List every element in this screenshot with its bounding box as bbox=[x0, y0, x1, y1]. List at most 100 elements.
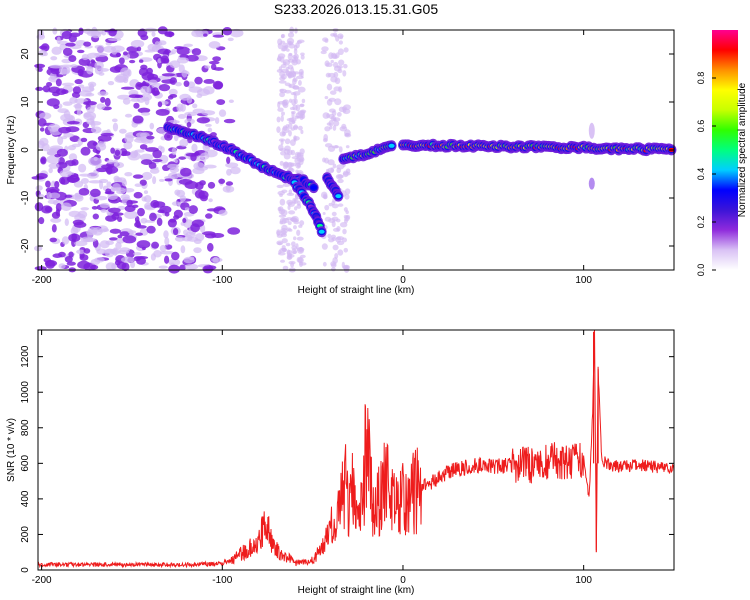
spectrogram-blob bbox=[183, 43, 194, 47]
spectrogram-blob bbox=[173, 215, 180, 220]
spectrogram-blob bbox=[278, 144, 284, 151]
spectrogram-blob bbox=[342, 264, 351, 270]
spectrogram-blob bbox=[169, 219, 177, 223]
spectrogram-blob bbox=[107, 193, 118, 201]
colorbar-gradient bbox=[712, 30, 738, 270]
spectrogram-blob bbox=[223, 118, 236, 124]
spectrogram-blob bbox=[45, 187, 60, 194]
y-tick-label: 0 bbox=[20, 147, 31, 153]
spectrogram-blob bbox=[184, 118, 195, 125]
spectrogram-blob bbox=[133, 252, 142, 256]
spectrogram-blob bbox=[91, 205, 98, 210]
spectrogram-blob bbox=[150, 200, 160, 209]
spectrogram-blob bbox=[129, 59, 136, 64]
spectrogram-blob bbox=[214, 117, 220, 124]
spectrogram-blob bbox=[137, 207, 145, 217]
spectrogram-blob bbox=[45, 180, 51, 188]
spectrogram-blob bbox=[46, 155, 60, 164]
spectrogram-blob bbox=[80, 177, 89, 184]
y-tick-label: 0 bbox=[20, 567, 31, 573]
spectrogram-blob bbox=[83, 111, 97, 121]
spectrogram-blob bbox=[137, 107, 151, 114]
spectrogram-blob bbox=[151, 31, 156, 37]
spectrogram-blob bbox=[60, 177, 66, 185]
spectrogram-blob bbox=[168, 88, 178, 96]
spectrogram-blob bbox=[40, 156, 47, 165]
spectrogram-blob bbox=[179, 138, 189, 147]
spectrogram-blob bbox=[127, 230, 137, 234]
spectrogram-blob bbox=[50, 67, 61, 75]
spectrogram-y-label: Frequency (Hz) bbox=[6, 116, 17, 185]
spectrogram-blob bbox=[136, 256, 147, 265]
spectrogram-blob bbox=[135, 232, 143, 236]
spectrogram-blob bbox=[146, 225, 156, 234]
spectrogram-blob bbox=[108, 37, 122, 42]
spectrogram-blob bbox=[171, 201, 181, 206]
spectrogram-blob bbox=[344, 193, 350, 200]
spectrogram-blob bbox=[151, 87, 160, 96]
y-tick-label: 200 bbox=[20, 526, 31, 543]
spectrogram-blob bbox=[117, 94, 131, 100]
spectrogram-blob bbox=[332, 227, 340, 232]
spectrogram-blob bbox=[108, 237, 118, 241]
spectrogram-blob bbox=[104, 248, 115, 258]
spectrogram-blob bbox=[228, 99, 234, 103]
spectrogram-blob bbox=[297, 86, 306, 93]
spectrogram-blob bbox=[68, 55, 77, 63]
spectrogram-blob bbox=[216, 99, 226, 105]
x-tick-label: -200 bbox=[32, 575, 52, 586]
spectrogram-blob bbox=[155, 108, 170, 116]
ridge-stable-line bbox=[397, 138, 677, 157]
spectrogram-blob bbox=[156, 217, 163, 227]
spectrogram-blob bbox=[87, 140, 98, 150]
spectrogram-blob bbox=[133, 102, 140, 109]
spectrogram-blob bbox=[222, 27, 233, 36]
spectrogram-blob bbox=[218, 178, 226, 184]
spectrogram-blob bbox=[329, 90, 337, 95]
spectrogram-blob bbox=[51, 46, 62, 55]
spectrogram-blob bbox=[133, 191, 143, 199]
y-tick-label: 400 bbox=[20, 490, 31, 507]
spectrogram-blob bbox=[35, 86, 44, 92]
spectrogram-blob bbox=[294, 206, 298, 211]
ridge-core bbox=[388, 143, 395, 148]
spectrogram-blob bbox=[291, 241, 296, 247]
spectrogram-blob bbox=[337, 178, 344, 184]
spectrogram-blob bbox=[294, 27, 298, 34]
spectrogram-blob bbox=[343, 247, 349, 253]
spectrogram-blob bbox=[280, 259, 286, 263]
spectrogram-blob bbox=[286, 162, 293, 169]
spectrogram-blob bbox=[139, 179, 147, 186]
spectrogram-blob bbox=[58, 66, 71, 75]
snr-frame bbox=[37, 329, 675, 571]
spectrogram-blob bbox=[130, 150, 138, 159]
spectrogram-blob bbox=[208, 198, 213, 203]
spectrogram-blob bbox=[136, 46, 142, 52]
spectrogram-blob bbox=[41, 143, 50, 152]
spectrogram-blob bbox=[328, 97, 336, 102]
spectrogram-blob bbox=[278, 66, 283, 71]
spectrogram-blob bbox=[140, 153, 154, 162]
spectrogram-blob bbox=[55, 88, 67, 95]
spectrogram-blob bbox=[106, 181, 112, 188]
spectrogram-blob bbox=[193, 238, 202, 244]
spectrogram-blob bbox=[288, 52, 293, 57]
spectrogram-blob bbox=[61, 236, 70, 245]
spectrogram-blob bbox=[74, 78, 83, 85]
spectrogram-blob bbox=[39, 127, 45, 132]
spectrogram-blob bbox=[111, 263, 118, 270]
spectrogram-blob bbox=[287, 64, 294, 70]
spectrogram-blob bbox=[38, 45, 48, 50]
spectrogram-blob bbox=[332, 32, 338, 37]
spectrogram-blob bbox=[335, 236, 342, 243]
spectrogram-blob bbox=[279, 88, 284, 92]
spectrogram-blob bbox=[109, 228, 122, 234]
spectrogram-blob bbox=[152, 176, 157, 185]
spectrogram-blob bbox=[100, 96, 106, 103]
spectrogram-blob bbox=[290, 110, 296, 115]
spectrogram-blob bbox=[213, 81, 223, 90]
spectrogram-blob bbox=[94, 61, 104, 70]
spectrogram-blob bbox=[124, 134, 134, 144]
spectrogram-blob bbox=[322, 138, 328, 143]
spectrogram-blob bbox=[324, 96, 329, 100]
